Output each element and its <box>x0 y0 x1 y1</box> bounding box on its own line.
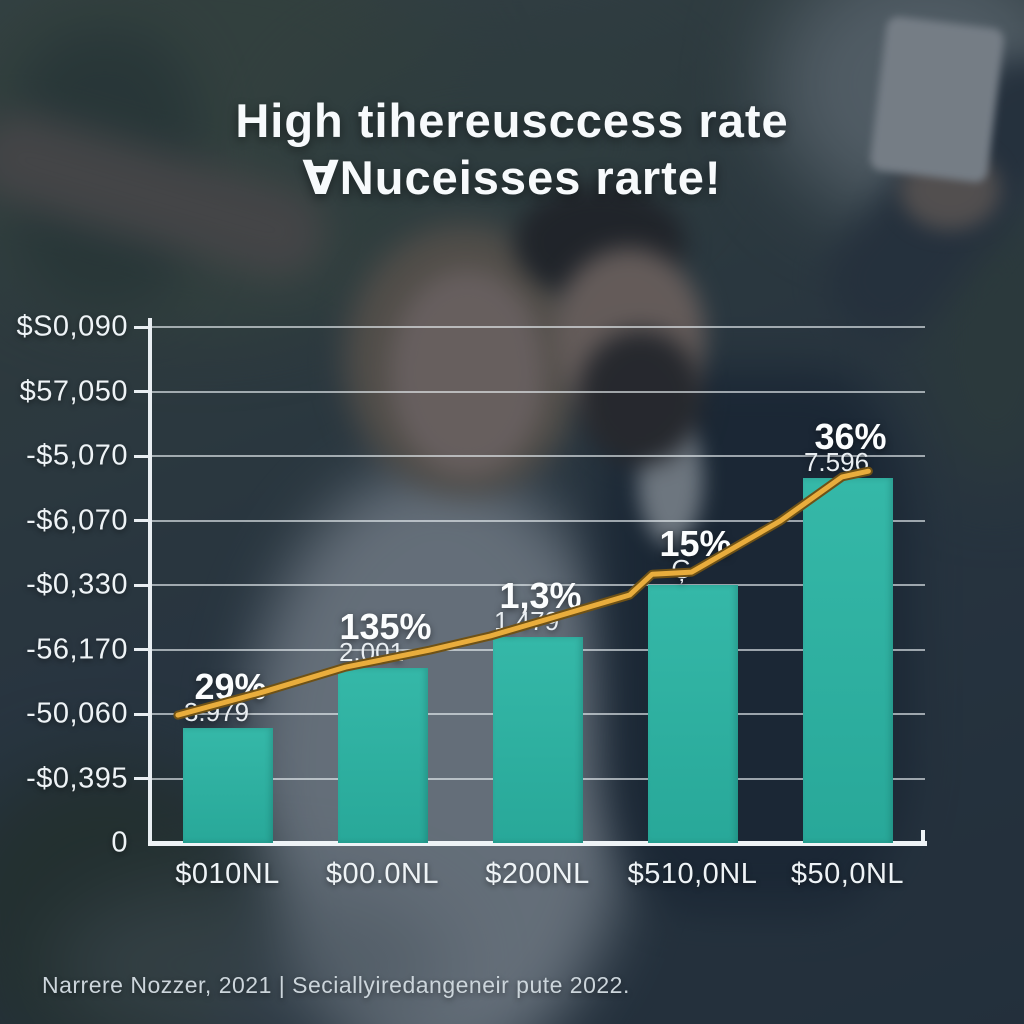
bar <box>647 585 738 843</box>
x-axis-label: $200NL <box>485 858 590 890</box>
y-axis-label: -$0,330 <box>26 568 128 601</box>
y-axis-label: -$0,395 <box>26 762 128 794</box>
gridline <box>150 390 925 393</box>
poster-title-line1: High tihereusccess rate <box>235 94 789 147</box>
y-axis-tick <box>134 712 152 716</box>
y-axis-label: -50,060 <box>26 697 128 730</box>
x-axis-label: $00.0NL <box>325 858 440 890</box>
y-axis-tick <box>134 519 152 522</box>
y-axis-label: 0 <box>111 826 128 859</box>
x-axis-label: $50,0NL <box>790 858 905 890</box>
bar <box>492 637 583 843</box>
x-axis-label: $010NL <box>175 858 280 890</box>
y-axis-label: $57,050 <box>19 375 128 407</box>
bar <box>182 728 273 843</box>
y-axis-label: -$6,070 <box>26 504 128 536</box>
bar-sub-label: 3.979 <box>183 697 250 728</box>
y-axis-line <box>148 318 152 845</box>
y-axis-tick <box>134 583 152 587</box>
bar-sub-label: 7.596 <box>803 446 870 477</box>
bar <box>802 477 893 843</box>
y-axis-tick <box>134 325 152 329</box>
y-axis-tick <box>134 777 152 780</box>
bar <box>337 667 428 843</box>
bar-sub-label: Ģ <box>671 554 692 585</box>
y-axis-tick <box>134 648 152 651</box>
x-axis-line <box>148 841 927 846</box>
y-axis-label: -$5,070 <box>26 439 128 472</box>
x-axis-label: $510,0NL <box>627 858 758 890</box>
bar-percent-label: 36% <box>814 415 887 457</box>
y-axis-label: $S0,090 <box>16 310 128 343</box>
x-axis-end-cap <box>921 830 925 843</box>
bar-sub-label: 1,479 <box>493 606 560 637</box>
gridline <box>150 455 925 457</box>
y-axis-label: -56,170 <box>26 633 128 665</box>
bar-sub-label: 2.001 <box>338 636 405 667</box>
poster-title: High tihereusccess rate ∀Nuceisses rarte… <box>0 92 1024 206</box>
bar-percent-label: 15% <box>659 523 732 565</box>
y-axis-tick <box>134 390 152 393</box>
poster-title-line2: ∀Nuceisses rarte! <box>302 151 722 204</box>
source-caption: Narrere Nozzer, 2021 | Seciallyiredangen… <box>42 972 630 998</box>
gridline <box>150 326 925 328</box>
y-axis-tick <box>134 454 152 458</box>
